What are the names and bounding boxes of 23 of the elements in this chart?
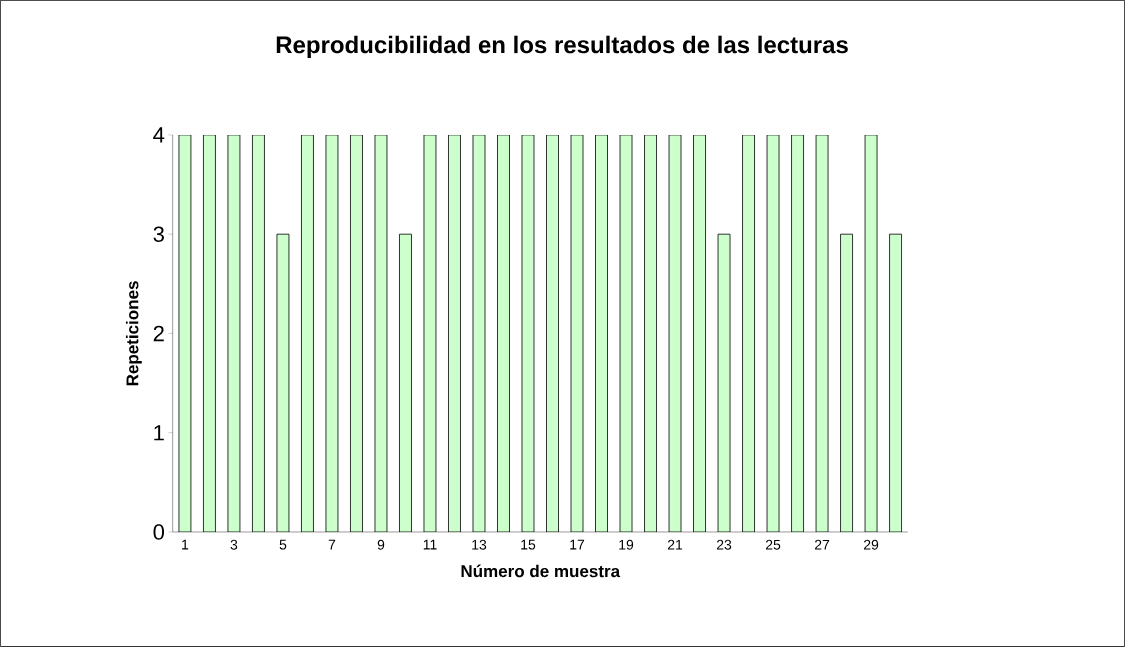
x-tick-label: 27 [814,539,830,550]
x-tick-label: 3 [230,539,238,550]
x-tick-label: 29 [863,539,879,550]
x-tick-label: 15 [521,539,536,550]
x-tick-label: 25 [765,539,781,550]
x-axis-title: Número de muestra [461,564,621,578]
x-tick-label: 23 [716,539,732,550]
y-tick-label: 3 [153,226,164,243]
x-tick-label: 5 [279,539,287,550]
x-tick-label: 1 [182,539,189,550]
y-tick-label: 1 [154,425,164,441]
chart-title: Reproducibilidad en los resultados de las lecturas [276,35,848,59]
y-axis-title: Repeticiones [125,281,142,386]
y-tick-label: 2 [153,325,164,342]
x-tick-label: 7 [328,539,336,550]
x-tick-label: 19 [619,539,634,550]
x-tick-label: 11 [423,539,437,550]
y-tick-label: 0 [153,524,165,540]
y-tick-label: 4 [153,127,165,143]
x-tick-label: 17 [570,539,585,550]
x-tick-label: 9 [377,539,385,550]
x-tick-label: 21 [667,539,683,550]
x-tick-label: 13 [472,539,487,550]
